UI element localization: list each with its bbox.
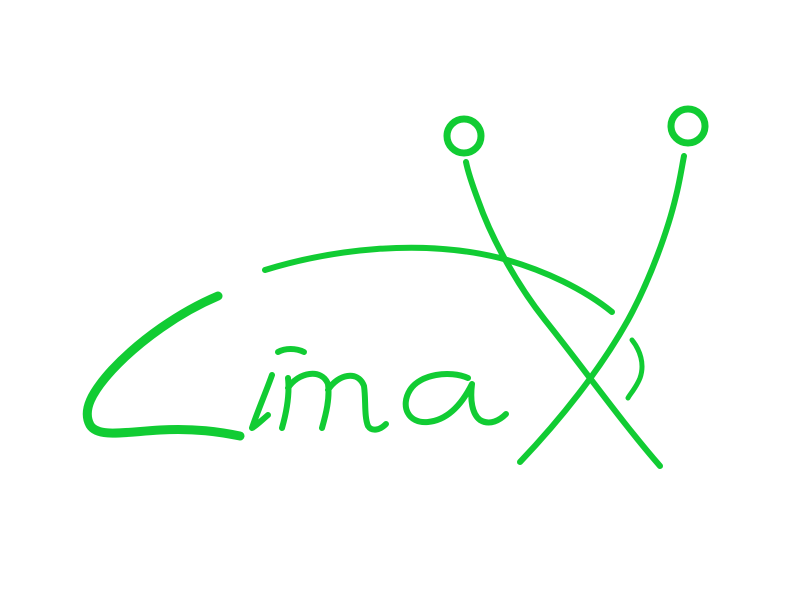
letter-i-dot [275, 346, 307, 355]
letter-i-stroke [249, 372, 275, 431]
letter-x-left-stroke [463, 159, 663, 469]
tail-hook-stroke [625, 337, 645, 401]
letter-a-stroke [402, 371, 509, 426]
letter-m-stroke [279, 371, 389, 433]
left-antenna-ring [443, 115, 485, 157]
snail-logo-icon [82, 105, 709, 469]
right-antenna-ring [667, 105, 709, 147]
letter-x-right-stroke [517, 153, 687, 465]
letter-l-stroke [82, 291, 245, 441]
shell-arc-stroke [262, 244, 615, 315]
